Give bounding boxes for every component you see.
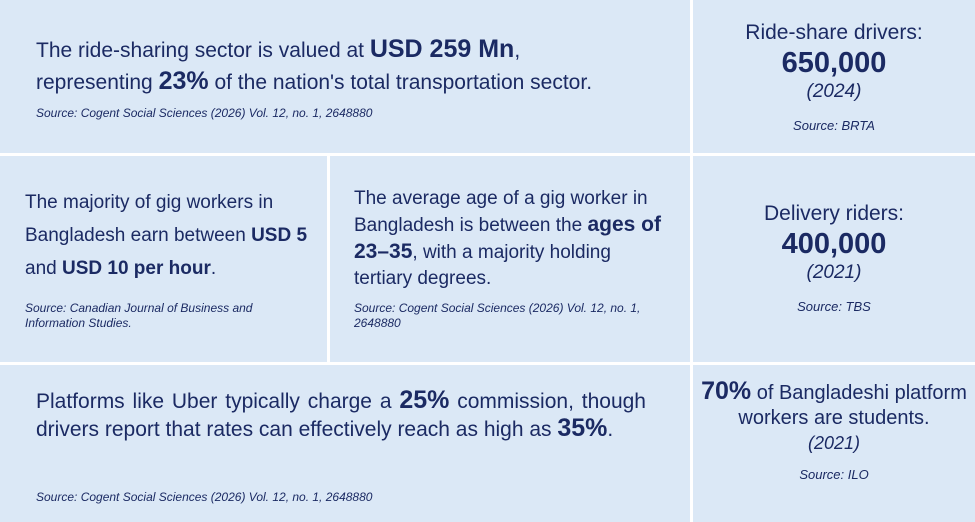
stat-block: Ride-share drivers: 650,000 (2024) Sourc… — [693, 20, 975, 134]
panel-gig-earnings: The majority of gig workers in Banglades… — [0, 156, 327, 362]
statement-text: The ride-sharing sector is valued at — [36, 39, 370, 62]
statement-text: of the nation's total transportation sec… — [208, 71, 593, 94]
stat-value: 650,000 — [781, 47, 887, 79]
source-citation: Source: TBS — [797, 299, 871, 314]
panel-delivery-riders: Delivery riders: 400,000 (2021) Source: … — [693, 156, 975, 362]
source-citation: Source: Cogent Social Sciences (2026) Vo… — [36, 490, 373, 504]
age-statement: The average age of a gig worker in Bangl… — [354, 186, 674, 292]
stat-year: (2021) — [807, 433, 861, 453]
statement-text: The majority of gig workers in Banglades… — [25, 192, 274, 246]
source-citation: Source: ILO — [799, 467, 869, 482]
stat-year: (2024) — [806, 81, 862, 102]
statement-text: Platforms like Uber typically charge a — [36, 390, 400, 413]
stat-year: (2021) — [806, 262, 862, 283]
stat-label: Ride-share drivers: — [745, 21, 923, 44]
earnings-high-highlight: USD 10 per hour — [61, 258, 211, 279]
statement-text: The average age of a gig worker in Bangl… — [354, 188, 648, 236]
max-rate-highlight: 35% — [557, 414, 608, 442]
sector-share-highlight: 23% — [158, 67, 209, 95]
source-citation: Source: Canadian Journal of Business and… — [25, 301, 253, 330]
source-citation: Source: Cogent Social Sciences (2026) Vo… — [36, 106, 373, 120]
students-percent-highlight: 70% — [701, 377, 752, 405]
stat-block: Delivery riders: 400,000 (2021) Source: … — [693, 201, 975, 315]
sector-value-highlight: USD 259 Mn — [369, 35, 515, 63]
commission-highlight: 25% — [399, 386, 450, 414]
stat-block: 70% of Bangladeshi platform workers are … — [693, 379, 975, 483]
earnings-statement: The majority of gig workers in Banglades… — [25, 186, 320, 285]
statement-text: . — [210, 258, 217, 279]
students-statement: 70% of Bangladeshi platform workers are … — [693, 379, 975, 431]
panel-gig-age: The average age of a gig worker in Bangl… — [330, 156, 690, 362]
source-citation: Source: Cogent Social Sciences (2026) Vo… — [354, 301, 641, 330]
age-range-highlight: ages of 23–35 — [354, 213, 661, 263]
panel-ride-share-drivers: Ride-share drivers: 650,000 (2024) Sourc… — [693, 0, 975, 153]
statement-text: commission, though drivers report that r… — [36, 390, 646, 441]
statement-text: , — [514, 39, 521, 62]
statement-text: , with a majority holding tertiary degre… — [354, 242, 611, 289]
statement-text: and — [25, 258, 62, 279]
stat-label: Delivery riders: — [763, 202, 905, 225]
panel-student-workers: 70% of Bangladeshi platform workers are … — [693, 365, 975, 522]
commission-statement: Platforms like Uber typically charge a 2… — [36, 387, 646, 443]
statement-text: representing — [36, 71, 159, 94]
panel-platform-commission: Platforms like Uber typically charge a 2… — [0, 365, 690, 522]
statement-text: . — [607, 418, 614, 441]
statement-text: of Bangladeshi platform workers are stud… — [738, 382, 967, 429]
stat-value: 400,000 — [781, 228, 887, 260]
source-citation: Source: BRTA — [793, 118, 875, 133]
panel-sector-value: The ride-sharing sector is valued at USD… — [0, 0, 690, 153]
sector-value-statement: The ride-sharing sector is valued at USD… — [36, 34, 676, 98]
earnings-low-highlight: USD 5 — [251, 225, 308, 246]
